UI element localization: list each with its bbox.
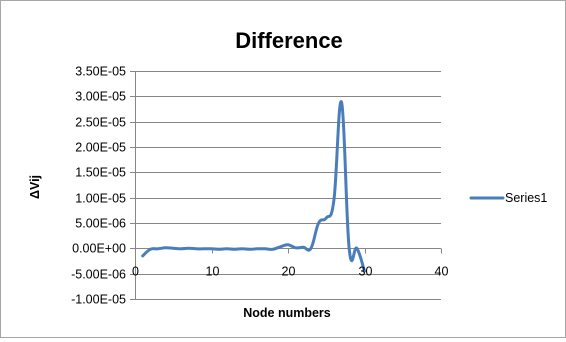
- x-axis-title: Node numbers: [243, 306, 331, 320]
- y-tick-label-7: 2.50E-05: [75, 116, 126, 130]
- y-tick-label-9: 3.50E-05: [75, 65, 126, 79]
- legend: Series1: [469, 191, 547, 205]
- y-axis-title: ΔVij: [28, 175, 42, 199]
- y-tick-label-4: 1.00E-05: [75, 192, 126, 206]
- line-chart: Difference -1.00E-05 -5.00E-06 0.00E+00 5.0…: [28, 28, 547, 320]
- x-tick-label-0: 0: [132, 265, 139, 279]
- x-tick-label-3: 30: [359, 265, 373, 279]
- chart-title: Difference: [235, 28, 343, 53]
- y-tick-label-5: 1.50E-05: [75, 166, 126, 180]
- y-tick-label-6: 2.00E-05: [75, 141, 126, 155]
- tick-labels: -1.00E-05 -5.00E-06 0.00E+00 5.00E-06 1.00E-…: [71, 65, 448, 307]
- y-tick-label-2: 0.00E+00: [72, 242, 126, 256]
- y-tick-label-3: 5.00E-06: [75, 217, 126, 231]
- y-tick-label-8: 3.00E-05: [75, 90, 126, 104]
- series-layer: [141, 100, 366, 273]
- y-tick-label-1: -5.00E-06: [71, 268, 126, 282]
- x-tick-label-1: 10: [206, 265, 220, 279]
- legend-label-series1: Series1: [505, 191, 547, 205]
- y-tick-label-0: -1.00E-05: [71, 293, 126, 307]
- x-tick-label-2: 20: [282, 265, 296, 279]
- series-line-1: [141, 100, 366, 273]
- x-tick-label-4: 40: [435, 265, 449, 279]
